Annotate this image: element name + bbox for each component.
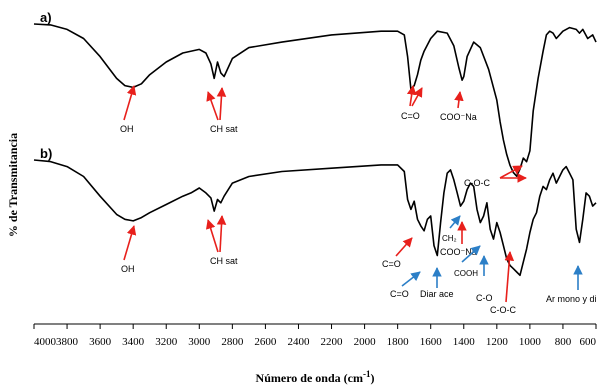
x-tick-label: 4000 xyxy=(34,336,57,348)
c-o-label: C-O xyxy=(476,293,493,303)
annotations-panel-a: OH CH sat C=O COO⁻Na C-O-C xyxy=(120,85,527,188)
x-tick-label: 1600 xyxy=(420,336,443,348)
co-label-a: C=O xyxy=(401,111,420,121)
panel-b-label: b) xyxy=(40,146,52,161)
oh-label-a: OH xyxy=(120,124,134,134)
spectrum-a-line xyxy=(33,23,597,177)
x-tick-label: 3400 xyxy=(122,336,145,348)
oh-arrow-a xyxy=(123,85,137,121)
ch2-arrow xyxy=(449,215,461,229)
coona-label-b: COO⁻Na xyxy=(440,247,477,257)
x-tick-label: 600 xyxy=(580,336,597,348)
cooh-arrow xyxy=(461,245,481,263)
x-axis-label: Número de onda (cm-1) xyxy=(256,369,375,385)
coona-label-a: COO⁻Na xyxy=(440,112,477,122)
ch-sat-label-b: CH sat xyxy=(210,256,238,266)
coc-label-b: C-O-C xyxy=(490,305,516,315)
x-axis-ticks: 4000 3800 3600 3400 3200 3000 2800 2600 2400 2200… xyxy=(33,324,597,348)
co-arrow-a2 xyxy=(411,87,423,107)
co-label-b-red: C=O xyxy=(382,259,401,269)
ar-label: Ar mono y di xyxy=(546,294,597,304)
diar-ace-label: Diar ace xyxy=(420,289,454,299)
coc-label-a: C-O-C xyxy=(464,178,490,188)
ch-sat-arrow-b1 xyxy=(205,219,219,253)
coc-arrow-a1 xyxy=(499,165,523,179)
x-tick-label: 2400 xyxy=(287,336,310,348)
co-label-b-blue: C=O xyxy=(390,289,409,299)
spectrum-b-line xyxy=(33,159,597,277)
x-tick-label: 3000 xyxy=(188,336,211,348)
ch-sat-arrow-a1 xyxy=(206,91,219,121)
y-axis-label: % de Transmitancia xyxy=(6,133,20,237)
co-arrow-a1 xyxy=(406,85,417,107)
ch-sat-label-a: CH sat xyxy=(210,124,238,134)
ch2-label: CH₂ xyxy=(442,234,457,243)
x-tick-label: 2200 xyxy=(321,336,344,348)
oh-label-b: OH xyxy=(121,264,135,274)
x-tick-label: 3200 xyxy=(155,336,178,348)
x-tick-label: 1000 xyxy=(519,336,542,348)
cooh-label: COOH xyxy=(454,269,478,278)
ch-sat-arrow-b2 xyxy=(216,215,227,253)
x-tick-label: 2600 xyxy=(254,336,277,348)
co-arrow-b-red xyxy=(395,237,413,257)
oh-arrow-b xyxy=(123,225,137,261)
coona-arrow-a xyxy=(454,91,464,109)
ch-sat-arrow-a2 xyxy=(216,87,227,121)
coc-arrow-b xyxy=(504,251,515,303)
panel-a-label: a) xyxy=(40,10,52,25)
x-tick-label: 3600 xyxy=(89,336,112,348)
x-tick-label: 2000 xyxy=(354,336,377,348)
x-tick-label: 2800 xyxy=(221,336,244,348)
co-arrow-b-blue xyxy=(401,271,421,287)
x-tick-label: 1200 xyxy=(486,336,509,348)
x-tick-label: 3800 xyxy=(56,336,79,348)
annotations-panel-b: OH CH sat C=O C=O Diar ace CH₂ COO⁻Na CO… xyxy=(121,215,597,315)
x-tick-label: 800 xyxy=(555,336,572,348)
x-tick-label: 1400 xyxy=(453,336,476,348)
x-tick-label: 1800 xyxy=(387,336,410,348)
